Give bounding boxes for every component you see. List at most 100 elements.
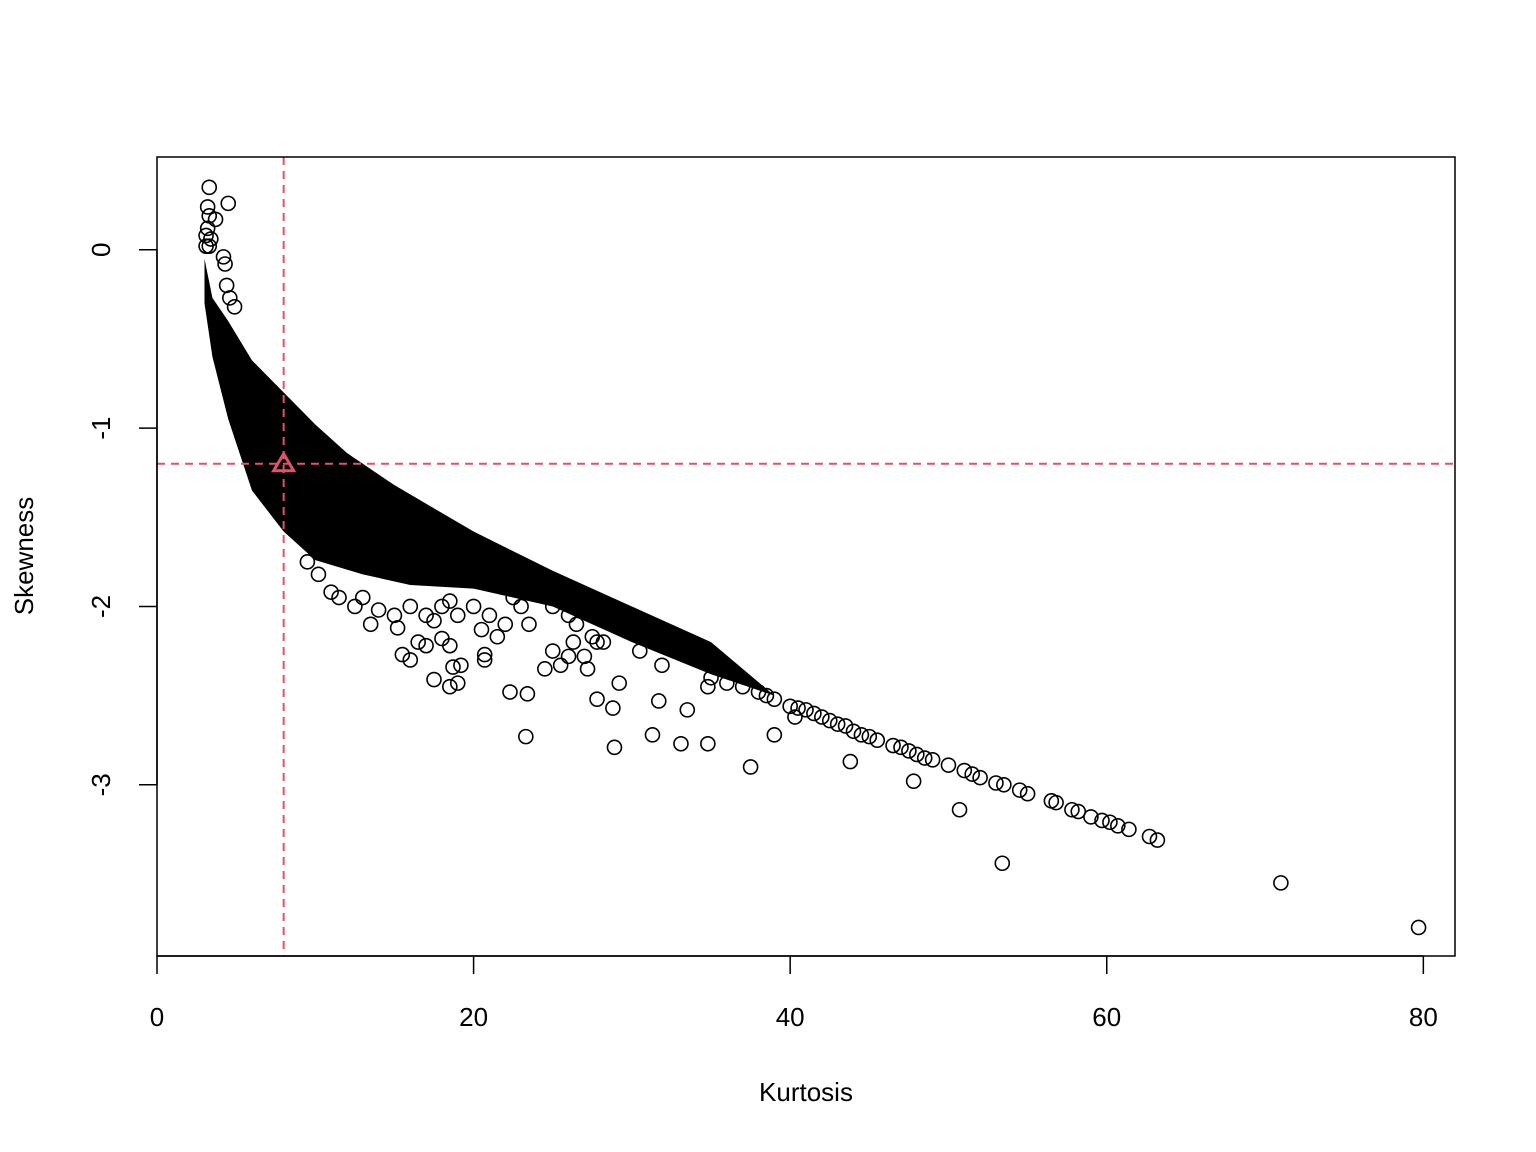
data-point	[821, 712, 838, 729]
data-point	[489, 628, 506, 645]
data-point	[787, 709, 803, 725]
y-axis: 0 -1 -2 -3	[86, 243, 158, 796]
data-point	[560, 648, 577, 665]
data-point	[537, 661, 553, 677]
data-point	[220, 195, 237, 212]
data-point	[347, 598, 363, 615]
data-point	[679, 702, 696, 718]
data-point	[700, 735, 716, 752]
data-point	[199, 220, 216, 237]
data-point	[595, 634, 612, 650]
y-tick-label: 0	[86, 243, 116, 257]
data-point	[1083, 809, 1099, 825]
data-point	[521, 616, 537, 633]
data-point	[215, 249, 232, 265]
data-point	[885, 737, 901, 754]
y-tick-label: -2	[86, 595, 116, 618]
data-point	[565, 634, 582, 650]
data-point	[201, 238, 218, 254]
data-point	[845, 723, 862, 740]
data-point	[473, 621, 490, 638]
data-point	[605, 700, 621, 716]
data-point	[222, 290, 238, 306]
data-point	[402, 598, 419, 615]
data-point	[1121, 821, 1137, 838]
data-point	[893, 739, 909, 756]
data-point	[988, 775, 1004, 791]
data-point	[782, 698, 798, 715]
data-point	[354, 589, 371, 606]
data-point	[589, 691, 605, 707]
data-point	[972, 769, 988, 786]
data-point	[544, 598, 561, 615]
data-point	[1110, 818, 1126, 834]
data-point	[956, 762, 973, 779]
data-point	[389, 620, 406, 636]
data-point	[299, 554, 316, 570]
data-point	[766, 727, 783, 743]
data-point	[426, 612, 442, 629]
data-point	[924, 752, 941, 768]
data-point	[673, 735, 689, 752]
data-point	[1410, 919, 1427, 936]
data-point	[829, 716, 846, 732]
data-point	[529, 580, 545, 597]
data-point	[442, 678, 458, 695]
data-point	[552, 657, 569, 674]
data-point	[1149, 832, 1166, 848]
data-point	[418, 637, 434, 654]
data-point	[201, 179, 218, 196]
x-tick-label: 20	[459, 1002, 488, 1032]
points-layer	[198, 179, 1427, 936]
data-point	[650, 693, 667, 709]
data-point	[310, 566, 327, 583]
data-point	[742, 759, 759, 775]
data-point	[719, 675, 735, 691]
data-point	[853, 727, 870, 743]
data-point	[589, 634, 605, 650]
data-point	[1019, 785, 1036, 802]
data-point	[201, 208, 218, 224]
data-point	[449, 607, 466, 624]
data-point	[198, 227, 214, 244]
data-point	[611, 675, 628, 691]
data-point	[402, 652, 419, 668]
data-point	[1141, 828, 1158, 845]
data-point	[362, 616, 379, 633]
data-point	[560, 607, 577, 624]
data-point	[544, 643, 561, 659]
data-point	[519, 686, 536, 702]
data-point	[370, 602, 387, 618]
data-point	[1064, 801, 1080, 818]
data-point	[465, 598, 482, 615]
data-point	[1011, 782, 1028, 798]
data-point	[631, 643, 648, 659]
data-point	[579, 661, 596, 677]
data-point	[901, 743, 917, 759]
reference-point-triangle	[271, 450, 297, 473]
data-point	[442, 637, 458, 654]
data-point	[869, 732, 886, 748]
data-point	[916, 750, 933, 766]
x-tick-label: 60	[1092, 1002, 1121, 1032]
data-point	[418, 607, 434, 624]
data-point	[644, 727, 661, 743]
data-point	[434, 598, 450, 615]
data-point	[442, 593, 458, 609]
data-point	[842, 753, 859, 770]
data-point	[497, 616, 514, 633]
data-point	[758, 687, 775, 704]
data-point	[905, 773, 922, 790]
data-point	[700, 678, 716, 695]
data-point	[513, 598, 529, 615]
data-point	[518, 728, 534, 745]
data-point	[951, 801, 968, 818]
data-point	[654, 657, 670, 674]
data-point	[703, 669, 719, 686]
data-point	[750, 684, 767, 700]
data-point	[323, 584, 339, 600]
data-point	[426, 671, 442, 688]
data-point	[994, 855, 1011, 872]
data-point	[505, 589, 521, 606]
